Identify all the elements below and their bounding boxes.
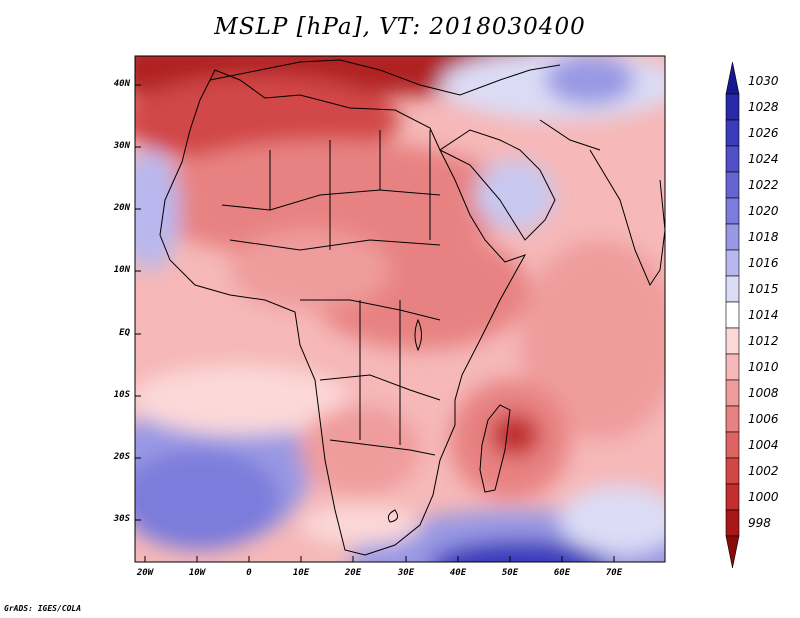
colorbar-label: 1020	[748, 204, 779, 218]
colorbar-label: 1026	[748, 126, 779, 140]
lat-label: 20N	[113, 203, 130, 213]
colorbar-segment	[725, 249, 740, 277]
colorbar-label: 1002	[748, 464, 779, 478]
colorbar-label: 1018	[748, 230, 779, 244]
coastlines	[159, 59, 665, 556]
colorbar-segment	[725, 327, 740, 355]
lat-label: 30N	[113, 141, 130, 151]
colorbar-segment	[725, 509, 740, 537]
colorbar-label: 1004	[748, 438, 779, 452]
lat-label: 30S	[113, 514, 130, 524]
colorbar-label: 1030	[748, 74, 779, 88]
colorbar	[725, 61, 740, 569]
colorbar-label: 1012	[748, 334, 779, 348]
lat-label: 10S	[113, 390, 130, 400]
colorbar-segment	[725, 197, 740, 225]
colorbar-segment	[725, 145, 740, 173]
colorbar-segment	[725, 223, 740, 251]
colorbar-segment	[725, 457, 740, 485]
colorbar-label: 1016	[748, 256, 779, 270]
lon-label: 40E	[449, 568, 467, 578]
colorbar-label: 1015	[748, 282, 779, 296]
lon-label: 50E	[501, 568, 519, 578]
colorbar-segment	[725, 93, 740, 121]
pressure-field	[135, 56, 665, 562]
colorbar-label: 1014	[748, 308, 779, 322]
lon-label: 10W	[188, 568, 206, 578]
lon-label: 20E	[344, 568, 362, 578]
colorbar-segment	[725, 379, 740, 407]
map-title: MSLP [hPa], VT: 2018030400	[214, 14, 586, 40]
axis-ticks	[135, 84, 615, 562]
colorbar-segment	[725, 171, 740, 199]
colorbar-label: 1000	[748, 490, 779, 504]
lon-label: 0	[246, 568, 252, 578]
lat-label: 40N	[113, 79, 130, 89]
colorbar-segment	[725, 353, 740, 381]
colorbar-segment	[725, 61, 740, 95]
colorbar-segment	[725, 431, 740, 459]
lat-label: 20S	[113, 452, 130, 462]
colorbar-segment	[725, 301, 740, 329]
lon-label: 20W	[136, 568, 154, 578]
lon-label: 30E	[397, 568, 415, 578]
lon-label: 60E	[553, 568, 571, 578]
colorbar-label: 1028	[748, 100, 779, 114]
colorbar-segment	[725, 119, 740, 147]
lat-label: 10N	[113, 265, 130, 275]
lon-label: 10E	[292, 568, 310, 578]
grads-credit: GrADS: IGES/COLA	[4, 604, 82, 613]
lon-label: 70E	[605, 568, 623, 578]
colorbar-segment	[725, 405, 740, 433]
colorbar-label: 1008	[748, 386, 779, 400]
map-frame	[134, 55, 666, 563]
colorbar-label: 1006	[748, 412, 779, 426]
colorbar-label: 1010	[748, 360, 779, 374]
colorbar-label: 1022	[748, 178, 779, 192]
colorbar-segment	[725, 483, 740, 511]
lat-label: EQ	[119, 328, 130, 338]
colorbar-label: 1024	[748, 152, 779, 166]
colorbar-segment	[725, 535, 740, 569]
colorbar-label: 998	[748, 516, 771, 530]
colorbar-segment	[725, 275, 740, 303]
